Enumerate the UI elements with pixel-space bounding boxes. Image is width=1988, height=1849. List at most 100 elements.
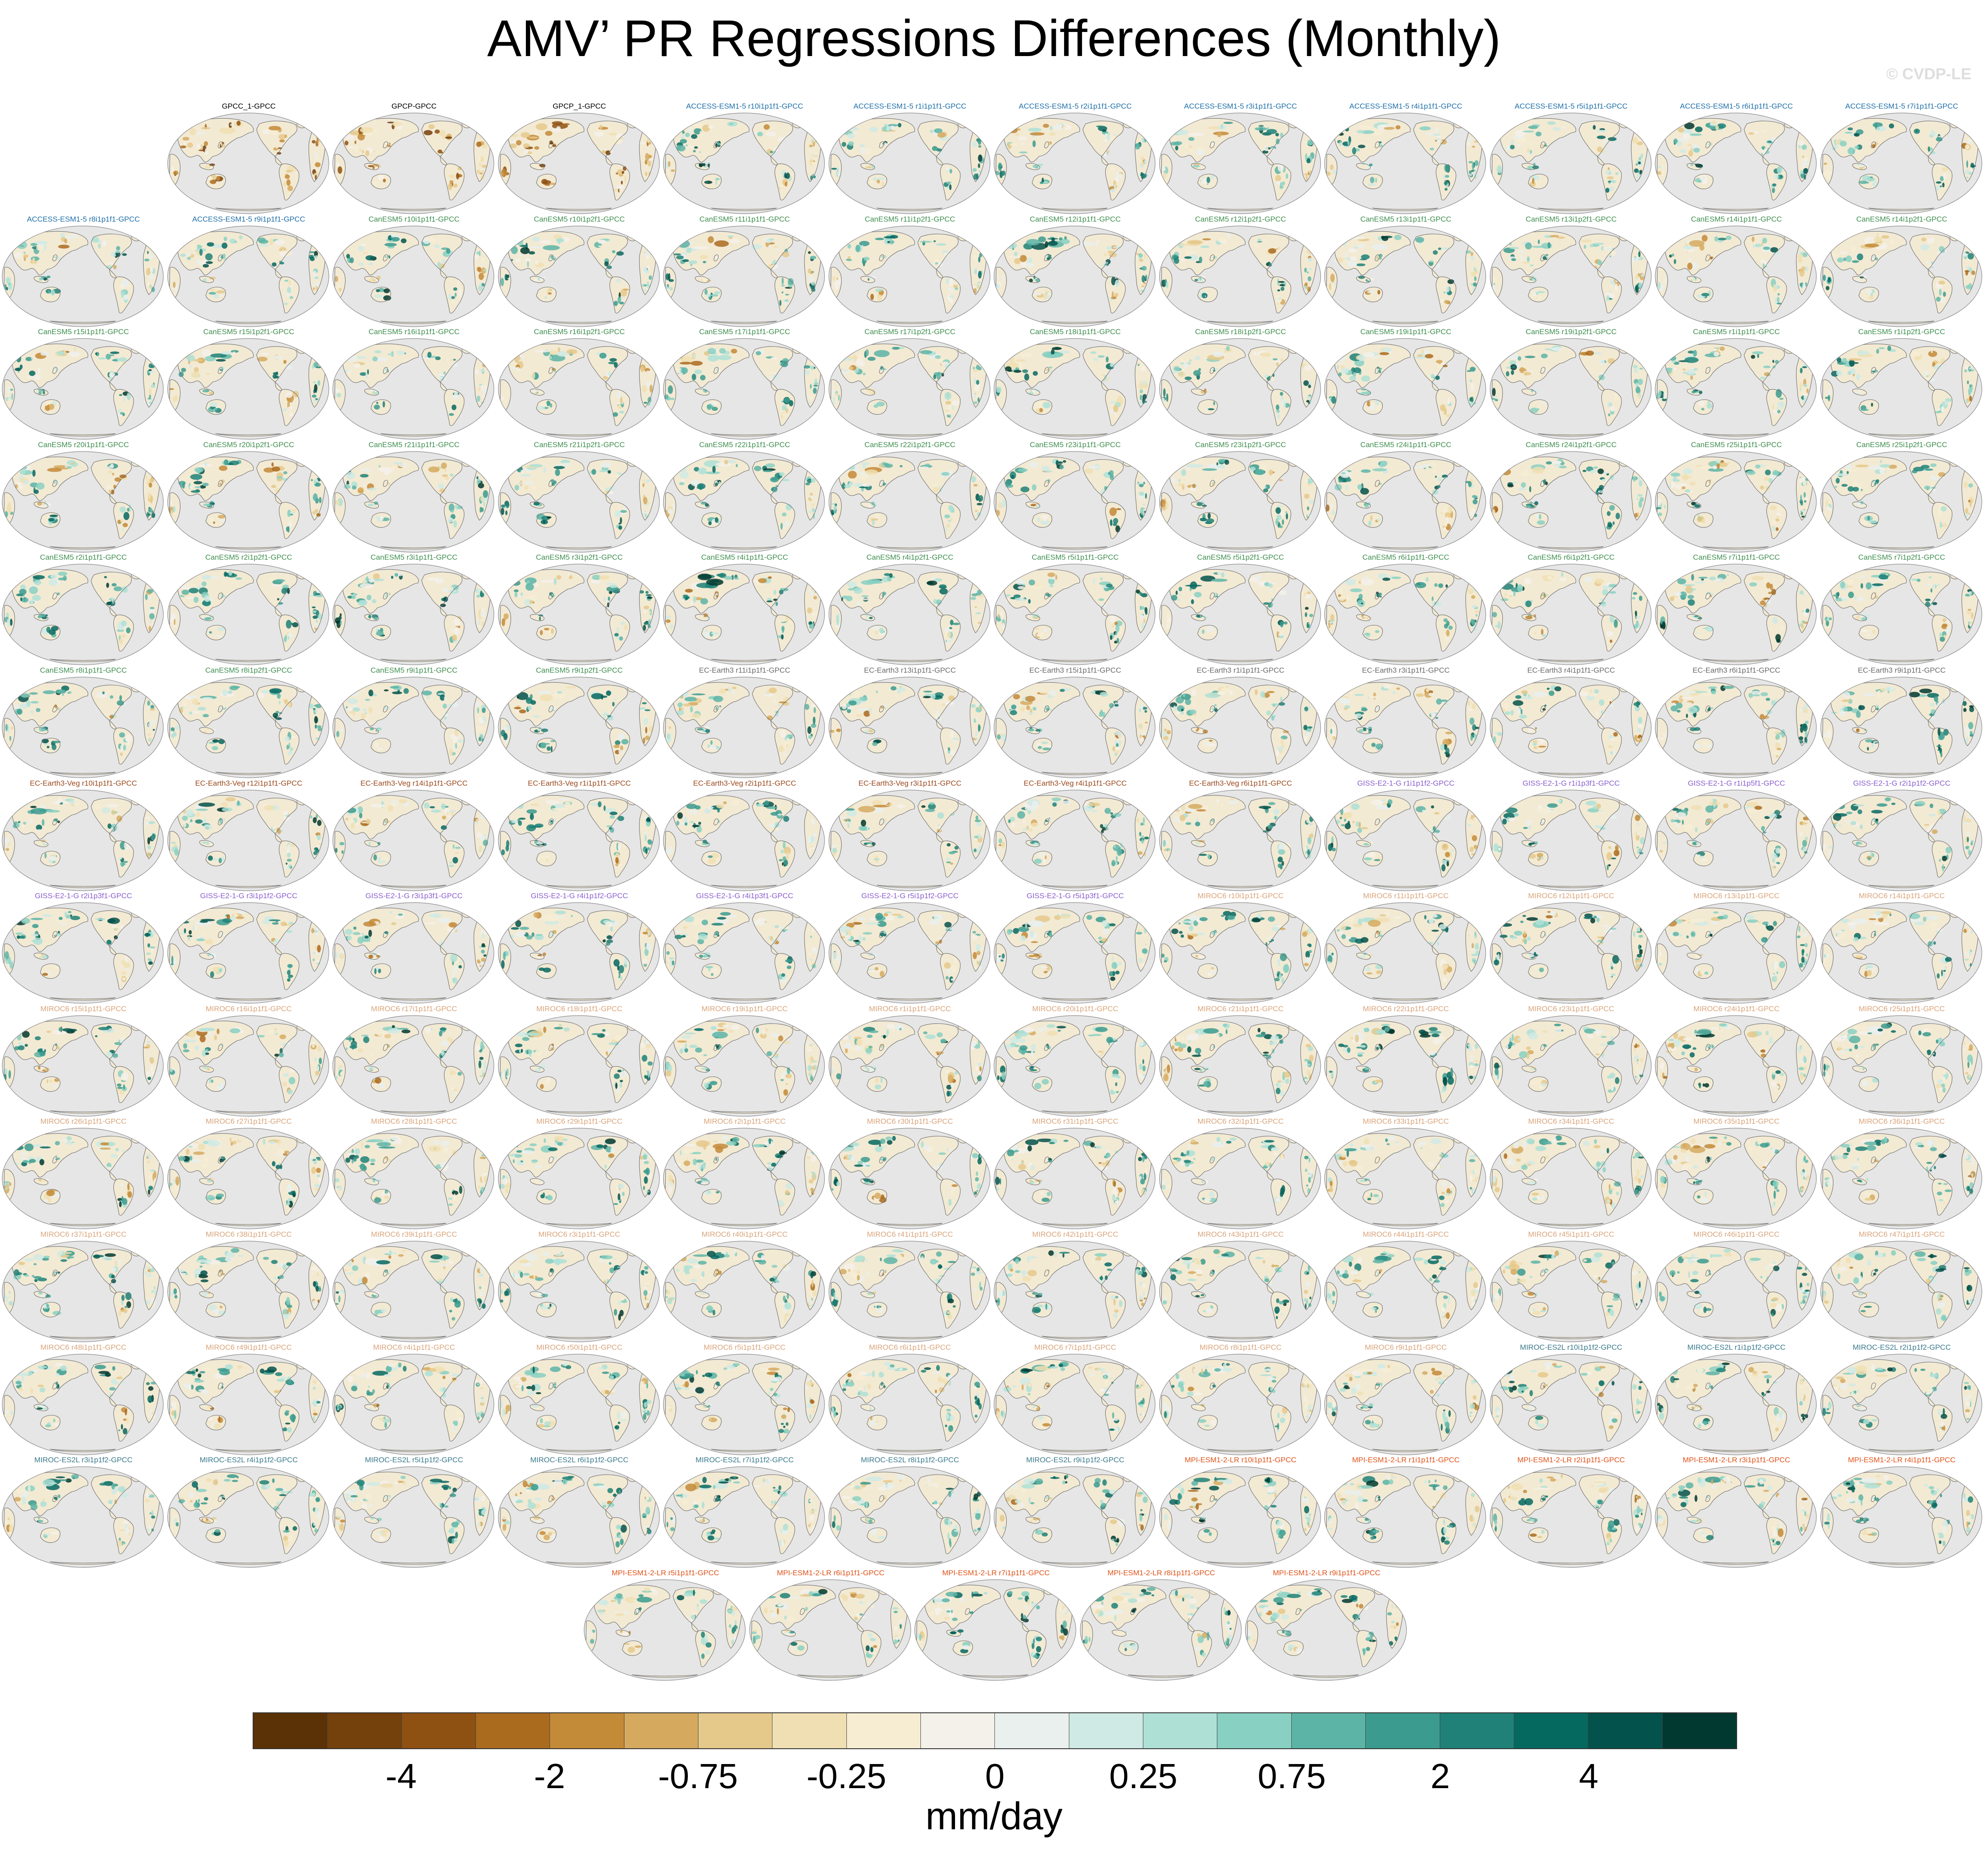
regression-map bbox=[1820, 902, 1982, 1004]
panel-title: EC-Earth3-Veg r6i1p1f1-GPCC bbox=[1189, 779, 1292, 787]
colorbar-swatch bbox=[1143, 1713, 1218, 1748]
regression-map bbox=[663, 1241, 825, 1342]
regression-map bbox=[167, 1353, 329, 1455]
map-panel: MIROC6 r14i1p1f1-GPCC bbox=[1819, 892, 1984, 1005]
map-panel: MIROC6 r4i1p1f1-GPCC bbox=[331, 1343, 497, 1456]
panel-title: CanESM5 r2i1p2f1-GPCC bbox=[205, 553, 293, 562]
regression-map bbox=[167, 789, 329, 891]
map-panel: CanESM5 r2i1p1f1-GPCC bbox=[1, 553, 166, 666]
map-panel: CanESM5 r23i1p1f1-GPCC bbox=[993, 441, 1158, 554]
map-panel: MPI-ESM1-2-LR r10i1p1f1-GPCC bbox=[1158, 1456, 1323, 1569]
panel-title: MPI-ESM1-2-LR r4i1p1f1-GPCC bbox=[1848, 1456, 1956, 1464]
panel-title: GISS-E2-1-G r1i1p5f1-GPCC bbox=[1688, 779, 1785, 787]
map-panel: MIROC-ES2L r4i1p1f2-GPCC bbox=[166, 1456, 331, 1569]
map-panel: MIROC6 r5i1p1f1-GPCC bbox=[662, 1343, 827, 1456]
map-panel: MIROC6 r44i1p1f1-GPCC bbox=[1323, 1230, 1488, 1343]
panel-title: MIROC6 r22i1p1f1-GPCC bbox=[1363, 1004, 1449, 1013]
map-panel: CanESM5 r6i1p2f1-GPCC bbox=[1489, 553, 1654, 666]
map-panel: CanESM5 r13i1p2f1-GPCC bbox=[1489, 215, 1654, 328]
regression-map bbox=[1820, 1128, 1982, 1229]
regression-map bbox=[167, 113, 329, 214]
regression-map bbox=[1324, 225, 1486, 327]
map-panel: MPI-ESM1-2-LR r5i1p1f1-GPCC bbox=[583, 1569, 748, 1682]
map-panel: EC-Earth3-Veg r6i1p1f1-GPCC bbox=[1158, 779, 1323, 892]
map-panel: MIROC6 r3i1p1f1-GPCC bbox=[497, 1230, 662, 1343]
map-panel: MIROC-ES2L r3i1p1f2-GPCC bbox=[1, 1456, 166, 1569]
panel-title: EC-Earth3 r1i1p1f1-GPCC bbox=[1196, 666, 1285, 674]
panel-title: CanESM5 r12i1p2f1-GPCC bbox=[1195, 215, 1286, 223]
panel-title: MIROC6 r30i1p1f1-GPCC bbox=[867, 1117, 953, 1126]
panel-title: EC-Earth3-Veg r3i1p1f1-GPCC bbox=[858, 779, 962, 787]
map-panel: GISS-E2-1-G r2i1p3f1-GPCC bbox=[1, 892, 166, 1005]
panel-title: MIROC6 r45i1p1f1-GPCC bbox=[1528, 1230, 1614, 1239]
colorbar-tick-label: 0 bbox=[985, 1757, 1005, 1796]
panel-title: MIROC-ES2L r8i1p1f2-GPCC bbox=[860, 1456, 959, 1464]
regression-map bbox=[994, 564, 1156, 665]
regression-map bbox=[994, 451, 1156, 553]
map-panel: ACCESS-ESM1-5 r10i1p1f1-GPCC bbox=[662, 102, 827, 215]
panel-title: EC-Earth3 r4i1p1f1-GPCC bbox=[1527, 666, 1615, 674]
panel-title: GPCP_1-GPCC bbox=[553, 102, 606, 110]
regression-map bbox=[663, 564, 825, 665]
regression-map bbox=[1820, 451, 1982, 553]
regression-map bbox=[1245, 1579, 1407, 1681]
regression-map bbox=[994, 902, 1156, 1004]
colorbar-swatch bbox=[254, 1713, 328, 1748]
map-panel: MIROC6 r50i1p1f1-GPCC bbox=[497, 1343, 662, 1456]
map-panel: EC-Earth3-Veg r10i1p1f1-GPCC bbox=[1, 779, 166, 892]
panel-title: MIROC6 r27i1p1f1-GPCC bbox=[205, 1117, 292, 1126]
regression-map bbox=[2, 1241, 164, 1342]
regression-map bbox=[497, 677, 660, 778]
map-panel: MIROC-ES2L r10i1p1f2-GPCC bbox=[1489, 1343, 1654, 1456]
regression-map bbox=[1489, 338, 1652, 440]
colorbar-tick-label: 4 bbox=[1579, 1757, 1599, 1796]
regression-map bbox=[1489, 1128, 1652, 1229]
regression-map bbox=[1820, 789, 1982, 891]
panel-title: MIROC6 r16i1p1f1-GPCC bbox=[205, 1004, 292, 1013]
map-panel: MIROC6 r1i1p1f1-GPCC bbox=[828, 1005, 993, 1118]
map-panel: MIROC6 r11i1p1f1-GPCC bbox=[1323, 892, 1488, 1005]
panel-title: MIROC6 r36i1p1f1-GPCC bbox=[1858, 1117, 1945, 1126]
regression-map bbox=[994, 338, 1156, 440]
panel-title: CanESM5 r15i1p2f1-GPCC bbox=[203, 328, 294, 336]
map-panel: CanESM5 r15i1p1f1-GPCC bbox=[1, 328, 166, 441]
panel-title: CanESM5 r4i1p1f1-GPCC bbox=[701, 553, 788, 562]
panel-title: CanESM5 r18i1p2f1-GPCC bbox=[1195, 328, 1286, 336]
regression-map bbox=[1159, 113, 1321, 214]
regression-map bbox=[828, 225, 990, 327]
map-panel: CanESM5 r13i1p1f1-GPCC bbox=[1323, 215, 1488, 328]
map-panel: EC-Earth3-Veg r14i1p1f1-GPCC bbox=[331, 779, 497, 892]
map-panel: MIROC6 r2i1p1f1-GPCC bbox=[662, 1117, 827, 1230]
panel-title: MIROC6 r39i1p1f1-GPCC bbox=[371, 1230, 457, 1239]
map-panel: CanESM5 r8i1p1f1-GPCC bbox=[1, 666, 166, 779]
regression-map bbox=[332, 1353, 494, 1455]
map-panel: MIROC-ES2L r7i1p1f2-GPCC bbox=[662, 1456, 827, 1569]
map-panel: CanESM5 r16i1p1f1-GPCC bbox=[331, 328, 497, 441]
map-panel: MIROC6 r19i1p1f1-GPCC bbox=[662, 1005, 827, 1118]
panel-title: MIROC6 r20i1p1f1-GPCC bbox=[1032, 1004, 1118, 1013]
map-panel: EC-Earth3-Veg r4i1p1f1-GPCC bbox=[993, 779, 1158, 892]
map-panel: MPI-ESM1-2-LR r6i1p1f1-GPCC bbox=[748, 1569, 913, 1682]
panel-title: MPI-ESM1-2-LR r2i1p1f1-GPCC bbox=[1517, 1456, 1625, 1464]
regression-map bbox=[828, 338, 990, 440]
panel-title: MIROC6 r23i1p1f1-GPCC bbox=[1528, 1004, 1614, 1013]
colorbar-swatch bbox=[328, 1713, 402, 1748]
regression-map bbox=[2, 1128, 164, 1229]
map-panel: CanESM5 r5i1p2f1-GPCC bbox=[1158, 553, 1323, 666]
panel-title: MIROC6 r17i1p1f1-GPCC bbox=[371, 1004, 457, 1013]
regression-map bbox=[2, 564, 164, 665]
map-panel: CanESM5 r22i1p1f1-GPCC bbox=[662, 441, 827, 554]
map-panel: MPI-ESM1-2-LR r9i1p1f1-GPCC bbox=[1244, 1569, 1409, 1682]
regression-map bbox=[2, 902, 164, 1004]
map-panel: MIROC-ES2L r1i1p1f2-GPCC bbox=[1654, 1343, 1819, 1456]
regression-map bbox=[497, 789, 660, 891]
panel-title: ACCESS-ESM1-5 r5i1p1f1-GPCC bbox=[1515, 102, 1628, 110]
panel-title: EC-Earth3 r13i1p1f1-GPCC bbox=[864, 666, 956, 674]
regression-map bbox=[1655, 113, 1817, 214]
panel-title: MIROC6 r18i1p1f1-GPCC bbox=[536, 1004, 623, 1013]
regression-map bbox=[994, 113, 1156, 214]
panel-title: CanESM5 r14i1p2f1-GPCC bbox=[1856, 215, 1947, 223]
map-panel: MPI-ESM1-2-LR r8i1p1f1-GPCC bbox=[1079, 1569, 1244, 1682]
panel-title: MPI-ESM1-2-LR r8i1p1f1-GPCC bbox=[1107, 1568, 1215, 1577]
map-panel: MIROC6 r18i1p1f1-GPCC bbox=[497, 1005, 662, 1118]
